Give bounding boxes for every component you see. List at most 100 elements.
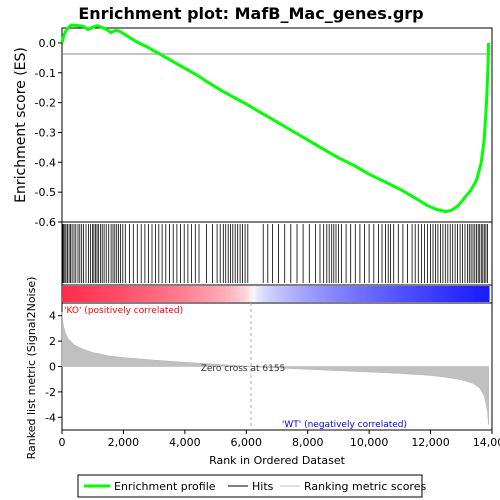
rank-color-bar xyxy=(62,286,490,302)
rank-bar-segment xyxy=(461,286,465,302)
rank-bar-segment xyxy=(301,286,306,302)
es-y-tick-label: -0.6 xyxy=(35,216,56,229)
rank-bar-segment xyxy=(350,286,355,302)
rank-bar-segment xyxy=(249,286,254,302)
es-panel-frame xyxy=(61,27,493,223)
rank-bar-segment xyxy=(240,286,244,302)
rank-bar-segment xyxy=(224,286,229,302)
rank-bar-segment xyxy=(71,286,75,302)
es-y-tick-label: -0.5 xyxy=(35,186,56,199)
rank-bar-segment xyxy=(369,286,373,302)
rank-bar-segment xyxy=(111,286,115,302)
rank-bar-segment xyxy=(479,286,484,302)
rank-bar-segment xyxy=(323,286,327,302)
rank-bar-segment xyxy=(347,286,352,302)
rank-bar-segment xyxy=(329,286,333,302)
rank-bar-segment xyxy=(203,286,207,302)
rank-bar-segment xyxy=(157,286,161,302)
rank-bar-segment xyxy=(424,286,429,302)
rank-bar-segment xyxy=(89,286,94,302)
rank-bar-segment xyxy=(273,286,278,302)
rank-bar-segment xyxy=(120,286,125,302)
rank-bar-segment xyxy=(332,286,336,302)
rank-bar-segment xyxy=(117,286,121,302)
rank-bar-segment xyxy=(320,286,324,302)
rank-bar-segment xyxy=(169,286,174,302)
rank-bar-segment xyxy=(418,286,422,302)
x-axis-label: Rank in Ordered Dataset xyxy=(209,454,346,467)
rank-bar-segment xyxy=(209,286,214,302)
rank-bar-segment xyxy=(430,286,435,302)
chart-title: Enrichment plot: MafB_Mac_genes.grp xyxy=(78,4,423,23)
rank-bar-segment xyxy=(258,286,263,302)
rank-bar-segment xyxy=(151,286,155,302)
rank-bar-segment xyxy=(227,286,232,302)
rank-bar-segment xyxy=(191,286,195,302)
rank-bar-segment xyxy=(264,286,269,302)
rank-bar-segment xyxy=(246,286,250,302)
metric-y-tick-label: 0 xyxy=(49,361,56,374)
rank-bar-segment xyxy=(433,286,438,302)
x-tick-label: 8,000 xyxy=(292,436,324,449)
rank-bar-segment xyxy=(473,286,478,302)
rank-bar-segment xyxy=(74,286,78,302)
enrichment-profile-line xyxy=(60,23,491,214)
rank-bar-segment xyxy=(215,286,220,302)
rank-bar-segment xyxy=(283,286,287,302)
rank-bar-segment xyxy=(304,286,309,302)
rank-bar-segment xyxy=(338,286,343,302)
rank-bar-segment xyxy=(234,286,238,302)
rank-bar-segment xyxy=(378,286,383,302)
rank-bar-segment xyxy=(295,286,300,302)
legend-enrichment-profile-label: Enrichment profile xyxy=(114,480,216,493)
rank-bar-segment xyxy=(184,286,189,302)
x-axis-ticks: 0 2,000 4,000 6,000 8,000 10,000 12,000 14,000 xyxy=(59,430,500,449)
metric-y-tick-label: 4 xyxy=(49,310,56,323)
rank-bar-segment xyxy=(442,286,447,302)
legend-box xyxy=(77,474,423,498)
rank-bar-segment xyxy=(77,286,82,302)
rank-bar-segment xyxy=(280,286,284,302)
rank-bar-segment xyxy=(335,286,340,302)
rank-bar-segment xyxy=(270,286,275,302)
rank-bar-segment xyxy=(384,286,389,302)
rank-bar-segment xyxy=(62,286,66,302)
rank-bar-segment xyxy=(344,286,349,302)
rank-bar-segment xyxy=(126,286,131,302)
rank-bar-segment xyxy=(326,286,330,302)
rank-bar-segment xyxy=(255,286,260,302)
rank-bar-segment xyxy=(396,286,401,302)
rank-bar-segment xyxy=(439,286,444,302)
es-y-tick-label: 0.0 xyxy=(39,37,57,50)
rank-bar-segment xyxy=(68,286,72,302)
zero-cross-label: Zero cross at 6155 xyxy=(201,364,286,374)
rank-bar-segment xyxy=(455,286,459,302)
rank-bar-segment xyxy=(83,286,88,302)
rank-bar-segment xyxy=(178,286,183,302)
rank-bar-segment xyxy=(464,286,469,302)
x-tick-label: 12,000 xyxy=(411,436,450,449)
rank-bar-segment xyxy=(200,286,204,302)
x-tick-label: 0 xyxy=(59,436,66,449)
x-tick-label: 2,000 xyxy=(108,436,140,449)
rank-bar-segment xyxy=(252,286,257,302)
rank-bar-segment xyxy=(470,286,475,302)
rank-bar-segment xyxy=(363,286,367,302)
rank-bar-segment xyxy=(381,286,386,302)
rank-bar-segment xyxy=(212,286,217,302)
es-y-tick-label: -0.3 xyxy=(35,126,56,139)
rank-bar-segment xyxy=(218,286,223,302)
rank-bar-segment xyxy=(458,286,462,302)
legend-hits-label: Hits xyxy=(252,480,274,493)
rank-bar-segment xyxy=(316,286,321,302)
es-y-tick-label: -0.4 xyxy=(35,156,56,169)
rank-bar-segment xyxy=(132,286,137,302)
rank-bar-segment xyxy=(98,286,103,302)
x-tick-label: 14,000 xyxy=(473,436,500,449)
rank-bar-segment xyxy=(402,286,407,302)
x-tick-label: 6,000 xyxy=(231,436,263,449)
rank-bar-segment xyxy=(172,286,177,302)
metric-y-tick-label: -2 xyxy=(45,386,56,399)
rank-bar-segment xyxy=(148,286,152,302)
